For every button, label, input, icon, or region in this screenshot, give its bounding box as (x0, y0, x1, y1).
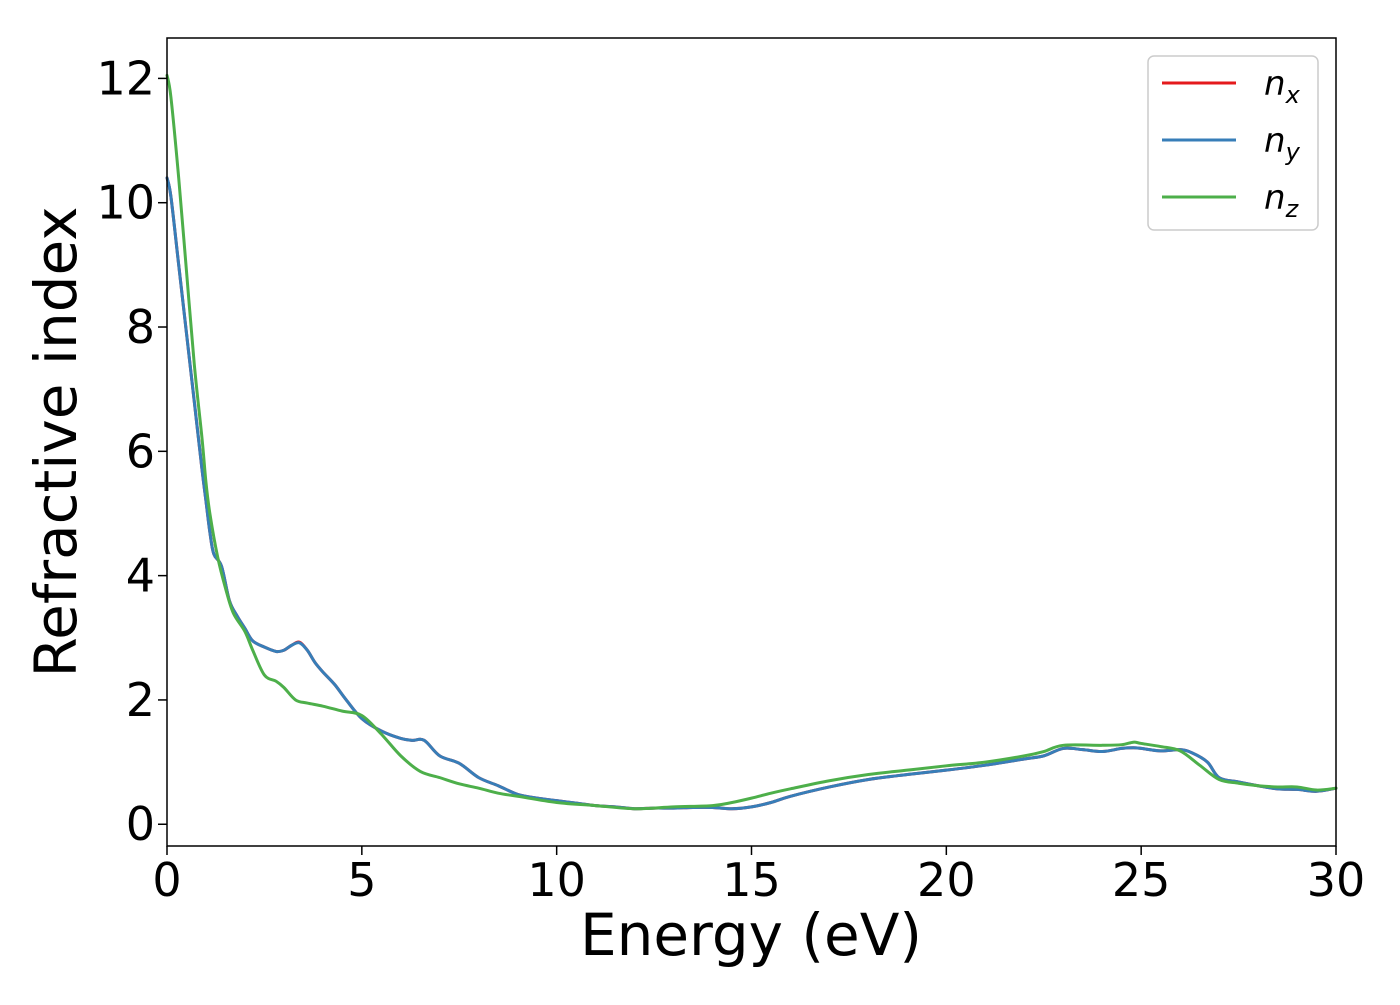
series-line-ny (165, 176, 1338, 811)
x-axis-ticks: 0 5 10 15 20 25 30 (152, 846, 1365, 907)
x-axis-title: Energy (eV) (580, 901, 922, 969)
y-tick-label: 6 (126, 424, 155, 478)
x-tick-label: 15 (722, 853, 781, 907)
series-layer (165, 73, 1338, 811)
y-tick-label: 2 (126, 673, 155, 727)
x-tick-label: 0 (152, 853, 181, 907)
y-tick-label: 0 (126, 797, 155, 851)
series-line-nz (165, 73, 1338, 811)
y-axis-title: Refractive index (22, 206, 90, 677)
legend-items: nx ny nz (1162, 64, 1301, 223)
legend-label-nx: nx (1264, 64, 1301, 109)
y-tick-label: 10 (96, 176, 155, 230)
y-tick-label: 4 (126, 549, 155, 603)
legend-label-ny: ny (1264, 121, 1301, 166)
x-tick-label: 30 (1307, 853, 1366, 907)
y-tick-label: 8 (126, 300, 155, 354)
x-tick-label: 25 (1112, 853, 1171, 907)
legend-label-nz: nz (1264, 178, 1300, 223)
x-tick-label: 10 (527, 853, 586, 907)
y-axis-ticks: 0 2 4 6 8 10 12 (96, 51, 167, 851)
legend-frame (1147, 55, 1319, 231)
legend: nx ny nz (1147, 55, 1319, 231)
x-tick-label: 20 (917, 853, 976, 907)
series-line-nx (165, 176, 1338, 811)
y-tick-label: 12 (96, 51, 155, 105)
x-tick-label: 5 (347, 853, 376, 907)
